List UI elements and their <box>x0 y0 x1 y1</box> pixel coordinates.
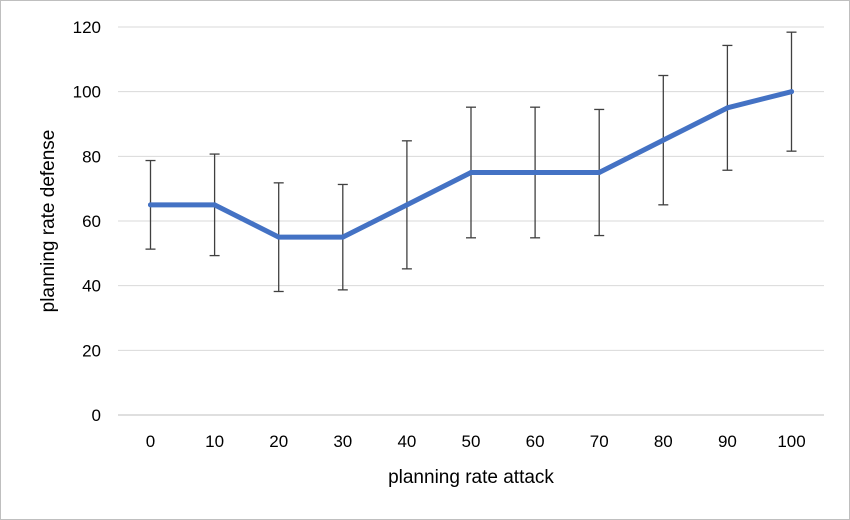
data-point <box>148 202 153 208</box>
x-tick-label: 90 <box>718 432 737 451</box>
error-bars <box>145 31 797 293</box>
y-tick-label: 20 <box>82 341 101 360</box>
data-point <box>212 202 218 208</box>
y-tick-label: 60 <box>82 212 101 231</box>
x-axis-label: planning rate attack <box>388 467 554 488</box>
data-point <box>660 137 666 143</box>
x-axis-ticks: 0 10 20 30 40 50 60 70 80 90 100 <box>146 432 806 451</box>
data-point <box>596 170 602 175</box>
y-tick-label: 120 <box>73 18 101 37</box>
x-tick-label: 70 <box>590 432 609 451</box>
data-point <box>789 89 794 95</box>
data-point <box>404 202 410 208</box>
series-lines <box>148 89 794 240</box>
x-tick-label: 50 <box>462 432 481 451</box>
x-tick-label: 100 <box>777 432 805 451</box>
x-tick-label: 40 <box>397 432 416 451</box>
x-tick-label: 60 <box>526 432 545 451</box>
data-point <box>340 234 346 240</box>
data-point <box>724 105 730 111</box>
x-tick-label: 0 <box>146 432 155 451</box>
data-point <box>276 234 282 240</box>
y-axis-ticks: 0 20 40 60 80 100 120 <box>73 18 101 425</box>
data-point <box>532 170 538 175</box>
x-tick-label: 20 <box>269 432 288 451</box>
y-tick-label: 40 <box>82 277 101 296</box>
y-tick-label: 100 <box>73 83 101 102</box>
y-axis-label: planning rate defense <box>38 130 59 313</box>
y-tick-label: 0 <box>92 406 101 425</box>
x-tick-label: 30 <box>333 432 352 451</box>
x-tick-label: 80 <box>654 432 673 451</box>
x-tick-label: 10 <box>205 432 224 451</box>
data-point <box>468 170 474 175</box>
y-tick-label: 80 <box>82 147 101 166</box>
